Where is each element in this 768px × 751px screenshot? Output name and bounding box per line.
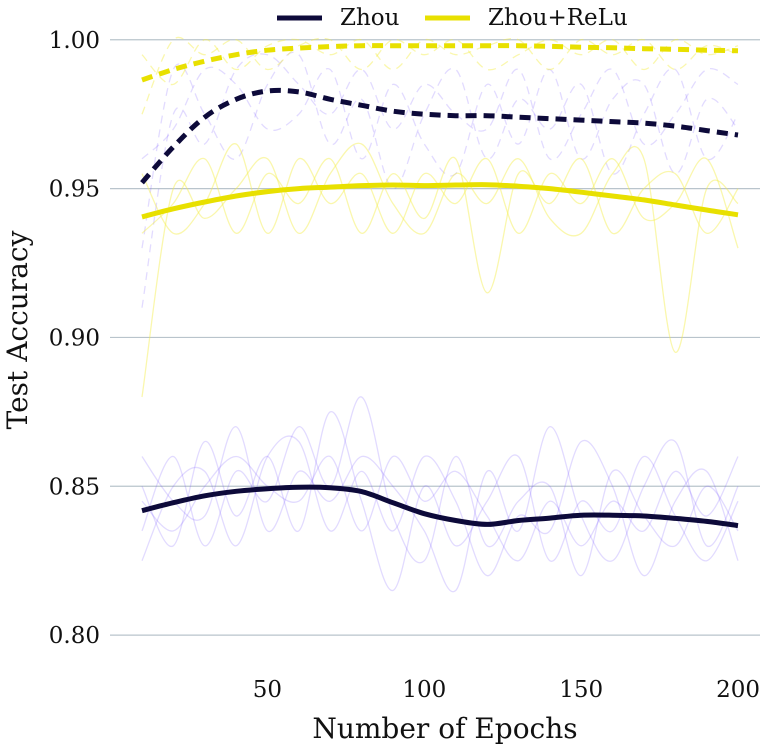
x-axis-label: Number of Epochs [312,712,577,745]
series-zhou-relu-test [141,182,739,220]
legend-label-zhou: Zhou [340,5,399,31]
background-run-relu-train [141,36,739,115]
grid-lines [110,39,760,636]
legend-label-zhou-relu: Zhou+ReLu [488,5,628,31]
x-tick-label: 100 [402,677,446,703]
y-tick-label: 0.90 [49,325,100,351]
background-run-zhou-test [141,426,739,593]
series-zhou-relu-train [141,43,739,83]
y-tick-labels: 0.80 0.85 0.90 0.95 1.00 [49,28,100,649]
x-tick-label: 150 [559,677,603,703]
background-run-zhou-train [141,51,739,249]
background-run-zhou-test [141,411,739,592]
background-run-zhou-train [141,53,739,308]
legend: Zhou Zhou+ReLu [277,5,628,31]
background-run-zhou-test [141,455,739,562]
y-tick-label: 0.85 [49,474,100,500]
background-run-zhou-train [141,66,739,177]
y-tick-label: 0.95 [49,177,100,203]
background-run-relu-train [141,38,739,86]
background-run-relu-test [141,156,739,294]
background-run-zhou-test [141,435,739,577]
x-tick-label: 200 [716,677,760,703]
y-axis-label: Test Accuracy [1,230,34,429]
x-tick-label: 50 [253,677,282,703]
x-tick-labels: 50 100 150 200 [253,677,760,703]
series-zhou-train [140,87,739,185]
y-tick-label: 1.00 [49,28,100,54]
series-zhou-test [141,484,739,529]
y-tick-label: 0.80 [49,623,100,649]
background-run-zhou-test [141,396,739,577]
series-lines [140,43,739,529]
background-runs [141,36,739,593]
